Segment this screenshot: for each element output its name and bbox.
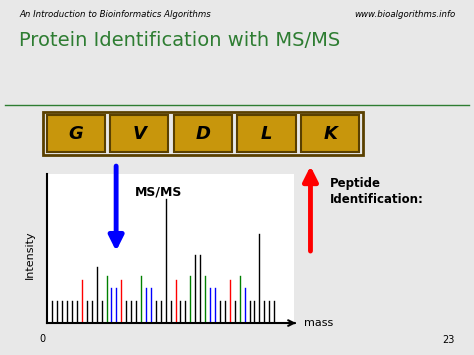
Text: MS/MS: MS/MS xyxy=(135,185,182,198)
Bar xyxy=(43,113,363,155)
Text: 23: 23 xyxy=(443,335,455,345)
Bar xyxy=(174,115,232,152)
Text: G: G xyxy=(68,125,83,143)
Text: V: V xyxy=(132,125,146,143)
Text: 0: 0 xyxy=(39,334,46,344)
Text: Peptide
Identification:: Peptide Identification: xyxy=(329,177,423,206)
Bar xyxy=(237,115,295,152)
Bar xyxy=(301,115,359,152)
Text: mass: mass xyxy=(304,318,333,328)
Text: www.bioalgorithms.info: www.bioalgorithms.info xyxy=(354,10,455,19)
Bar xyxy=(46,115,105,152)
Text: K: K xyxy=(323,125,337,143)
Text: D: D xyxy=(195,125,210,143)
Text: L: L xyxy=(261,125,272,143)
Text: An Introduction to Bioinformatics Algorithms: An Introduction to Bioinformatics Algori… xyxy=(19,10,211,19)
Bar xyxy=(110,115,168,152)
Text: Protein Identification with MS/MS: Protein Identification with MS/MS xyxy=(18,31,340,50)
Text: Intensity: Intensity xyxy=(25,230,35,279)
